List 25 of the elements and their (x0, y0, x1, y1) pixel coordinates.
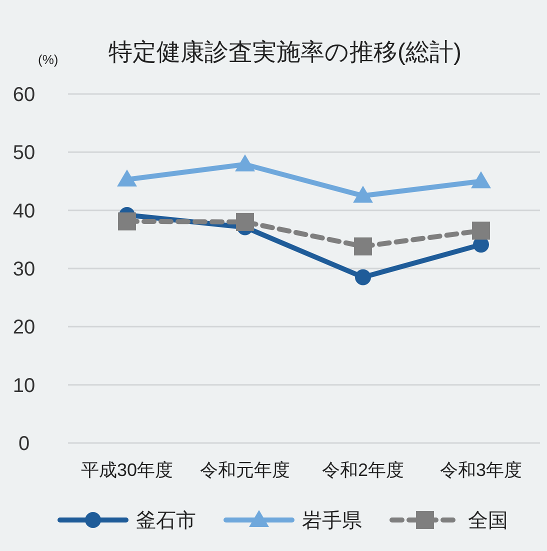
legend-label: 全国 (468, 510, 508, 532)
point (118, 212, 136, 230)
y-tick-label: 30 (12, 258, 36, 280)
y-tick-label: 50 (12, 142, 36, 164)
x-tick-label: 令和2年度 (322, 460, 404, 480)
point (355, 269, 371, 286)
y-tick-label: 10 (12, 374, 36, 397)
y-tick-label: 20 (12, 316, 36, 339)
point (117, 170, 137, 187)
y-tick-label: 0 (18, 433, 30, 455)
point (471, 171, 491, 188)
y-tick-label: 40 (12, 200, 36, 222)
legend-label: 岩手県 (302, 510, 362, 532)
point (236, 212, 254, 231)
y-tick-label: 60 (12, 84, 36, 106)
legend-label: 釜石市 (136, 510, 196, 532)
point (354, 237, 372, 256)
x-tick-label: 令和3年度 (440, 460, 522, 480)
point (472, 222, 490, 240)
point (235, 154, 255, 172)
chart-title: 特定健康診査実施率の推移(総計) (108, 39, 462, 66)
x-tick-label: 平成30年度 (80, 460, 174, 480)
x-tick-label: 令和元年度 (200, 460, 290, 480)
point (353, 186, 373, 203)
y-axis-title: (%) (38, 52, 58, 67)
